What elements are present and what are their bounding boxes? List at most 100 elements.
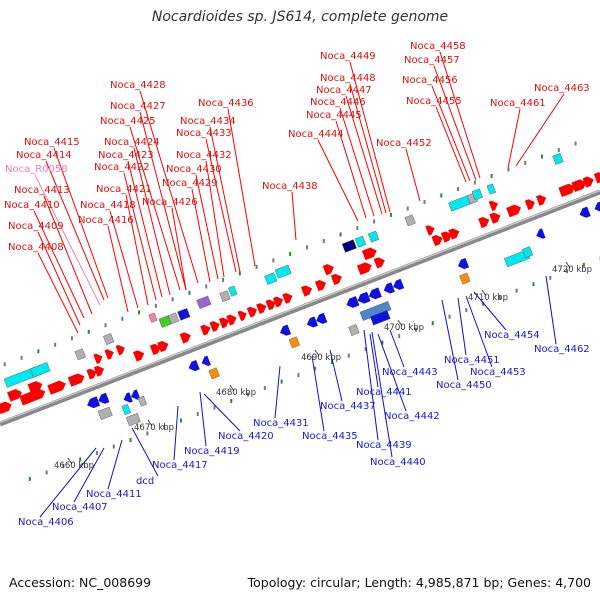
forward-gene <box>597 172 600 182</box>
feature-box <box>208 367 220 380</box>
leader-line <box>439 51 481 179</box>
feature-box-shape <box>177 308 191 321</box>
gene-label: Noca_R0058 <box>5 164 68 175</box>
forward-gene-shape <box>489 212 501 224</box>
reverse-gene-shape <box>98 392 110 404</box>
track-tick <box>566 269 569 274</box>
leader-line <box>171 207 187 291</box>
track-tick <box>364 347 367 352</box>
leader-line <box>37 231 81 326</box>
forward-gene-shape <box>597 172 600 182</box>
scale-label: 4670 kbp <box>134 423 174 433</box>
scale-tick <box>67 457 73 465</box>
feature-box-shape <box>348 324 360 336</box>
forward-gene <box>425 225 435 236</box>
forward-gene <box>535 194 547 206</box>
gene-label: Noca_4407 <box>52 502 108 513</box>
gene-label: Noca_4442 <box>384 411 440 422</box>
leader-line <box>127 160 163 298</box>
gene-label: Noca_4420 <box>218 431 274 442</box>
forward-gene <box>593 172 600 184</box>
feature-box-shape <box>125 412 141 427</box>
gene-label: Noca_4435 <box>302 431 358 442</box>
forward-gene <box>558 183 576 198</box>
track-tick <box>188 290 191 295</box>
forward-gene-shape <box>558 183 576 198</box>
track-tick <box>406 206 409 211</box>
track-tick <box>305 245 308 250</box>
feature-box <box>341 239 357 253</box>
feature-box <box>486 183 496 195</box>
leader-line <box>291 191 297 241</box>
feature-box <box>459 272 471 285</box>
gene-label: Noca_4426 <box>142 197 198 208</box>
gene-label: Noca_4433 <box>176 128 232 139</box>
topology-label: Topology: circular; Length: 4,985,871 bp… <box>247 575 591 590</box>
track-tick <box>70 336 73 341</box>
track-tick <box>255 264 258 269</box>
track-tick <box>532 282 535 287</box>
forward-gene-shape <box>47 380 66 395</box>
track-tick <box>104 323 107 328</box>
track-tick <box>515 288 518 293</box>
track-tick <box>79 457 82 462</box>
forward-gene <box>7 389 22 402</box>
reverse-gene <box>306 316 318 328</box>
forward-gene-shape <box>256 303 267 314</box>
feature-box <box>121 403 131 416</box>
feature-box <box>219 290 231 303</box>
leader-line <box>515 93 565 167</box>
reverse-gene <box>357 291 371 304</box>
leader-line <box>53 147 109 299</box>
gene-label: Noca_4417 <box>152 460 208 471</box>
forward-gene <box>226 314 237 326</box>
forward-gene-shape <box>115 344 125 356</box>
reverse-gene <box>131 389 141 400</box>
track-tick <box>381 340 384 345</box>
leader-line <box>345 95 383 215</box>
feature-box-shape <box>354 235 367 248</box>
gene-label: Noca_4456 <box>402 75 458 86</box>
feature-box-shape <box>274 264 292 279</box>
feature-box-shape <box>459 272 471 285</box>
leader-line <box>205 138 237 273</box>
gene-label: Noca_4451 <box>444 355 500 366</box>
forward-gene <box>93 353 103 365</box>
feature-box <box>404 214 416 227</box>
forward-gene <box>373 257 385 269</box>
track-tick <box>121 316 124 321</box>
track-tick <box>37 349 40 354</box>
track-tick <box>205 284 208 289</box>
gene-label: Noca_4454 <box>484 330 540 341</box>
forward-gene-shape <box>149 343 161 356</box>
gene-label: Noca_4447 <box>316 85 372 96</box>
scale-tick <box>481 289 487 297</box>
forward-gene-shape <box>226 314 237 326</box>
gene-label: Noca_4427 <box>110 101 166 112</box>
forward-gene-shape <box>425 225 435 236</box>
track-tick <box>356 225 359 230</box>
forward-gene-shape <box>488 200 499 212</box>
forward-gene-shape <box>133 350 145 362</box>
map-title: Nocardioides sp. JS614, complete genome <box>151 9 449 25</box>
feature-box <box>369 310 391 326</box>
gene-label: Noca_4461 <box>490 98 546 109</box>
gene-label: Noca_4413 <box>14 185 70 196</box>
track-tick <box>95 450 98 455</box>
forward-gene <box>104 349 114 360</box>
reverse-gene <box>393 278 405 290</box>
scale-tick <box>314 349 320 357</box>
scale-label: 4700 kbp <box>384 323 424 333</box>
track-tick <box>331 360 334 365</box>
leader-line <box>199 391 207 447</box>
forward-gene <box>488 200 499 212</box>
forward-gene <box>200 324 211 336</box>
gene-label: Noca_4434 <box>180 116 236 127</box>
reverse-gene <box>536 228 546 239</box>
reverse-gene <box>457 257 470 270</box>
forward-gene-shape <box>237 310 247 322</box>
leader-line <box>139 111 187 291</box>
leader-line <box>377 333 407 412</box>
forward-gene-shape <box>272 296 284 308</box>
scale-tick <box>565 261 571 269</box>
